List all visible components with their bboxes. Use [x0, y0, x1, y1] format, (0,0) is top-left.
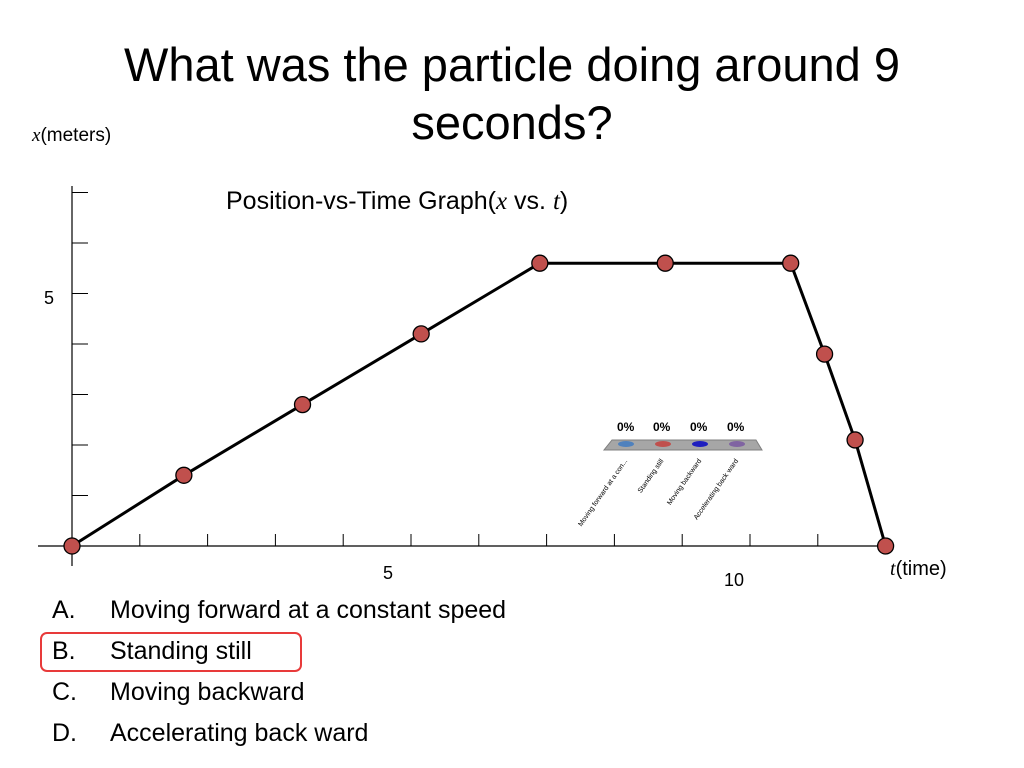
choice-text: Moving forward at a constant speed: [110, 596, 507, 624]
data-point: [846, 431, 864, 449]
choice-c[interactable]: C. Moving backward: [52, 672, 506, 713]
y-axis-variable: x: [32, 125, 41, 146]
choice-letter: D.: [52, 719, 77, 747]
data-point: [656, 254, 674, 272]
choice-letter: A.: [52, 596, 76, 624]
poll-dot: [618, 441, 634, 447]
data-point: [782, 254, 800, 272]
x-axis-unit: (time): [895, 558, 947, 580]
poll-dot: [655, 441, 671, 447]
data-point: [531, 254, 549, 272]
choice-text: Accelerating back ward: [110, 719, 369, 747]
poll-results-widget: 0% 0% 0% 0% Moving forward at a con... S…: [540, 418, 780, 548]
chart-title-suffix: ): [559, 187, 569, 215]
poll-bar-base: [602, 439, 763, 451]
data-point: [175, 466, 193, 484]
data-point: [412, 325, 430, 343]
chart-title: Position-vs-Time Graph(x vs. t): [226, 187, 568, 216]
poll-percent: 0%: [617, 420, 635, 434]
data-point: [815, 345, 834, 363]
x-tick-label: 10: [724, 570, 745, 590]
choice-letter: C.: [52, 678, 77, 706]
data-point: [293, 395, 312, 414]
chart-title-vs: vs.: [507, 187, 553, 215]
x-axis-label: t(time): [890, 558, 947, 581]
poll-dot: [729, 441, 745, 447]
choice-a[interactable]: A. Moving forward at a constant speed: [52, 590, 506, 631]
poll-percent: 0%: [690, 420, 708, 434]
x-tick-label: 5: [383, 563, 394, 583]
choice-text: Standing still: [110, 637, 252, 665]
choice-letter: B.: [52, 637, 76, 665]
y-axis-unit: (meters): [40, 125, 112, 146]
poll-percent: 0%: [727, 420, 745, 434]
chart-title-x: x: [495, 188, 508, 215]
position-series-line: [71, 261, 888, 548]
choice-text: Moving backward: [110, 678, 305, 706]
answer-choices: A. Moving forward at a constant speed B. S…: [52, 590, 506, 754]
chart-title-prefix: Position-vs-Time Graph(: [226, 187, 496, 215]
poll-percent: 0%: [653, 420, 671, 434]
poll-dot: [692, 441, 708, 447]
x-axis-variable: t: [890, 558, 896, 580]
choice-b[interactable]: B. Standing still: [52, 631, 506, 672]
data-point: [876, 537, 895, 555]
slide-title: What was the particle doing around 9 sec…: [124, 38, 900, 149]
y-tick-label: 5: [44, 288, 55, 308]
correct-answer-highlight: [40, 632, 302, 672]
y-axis-label: x(meters): [32, 125, 111, 147]
choice-d[interactable]: D. Accelerating back ward: [52, 713, 506, 754]
data-point: [63, 537, 81, 555]
chart-title-t: t: [552, 188, 560, 215]
